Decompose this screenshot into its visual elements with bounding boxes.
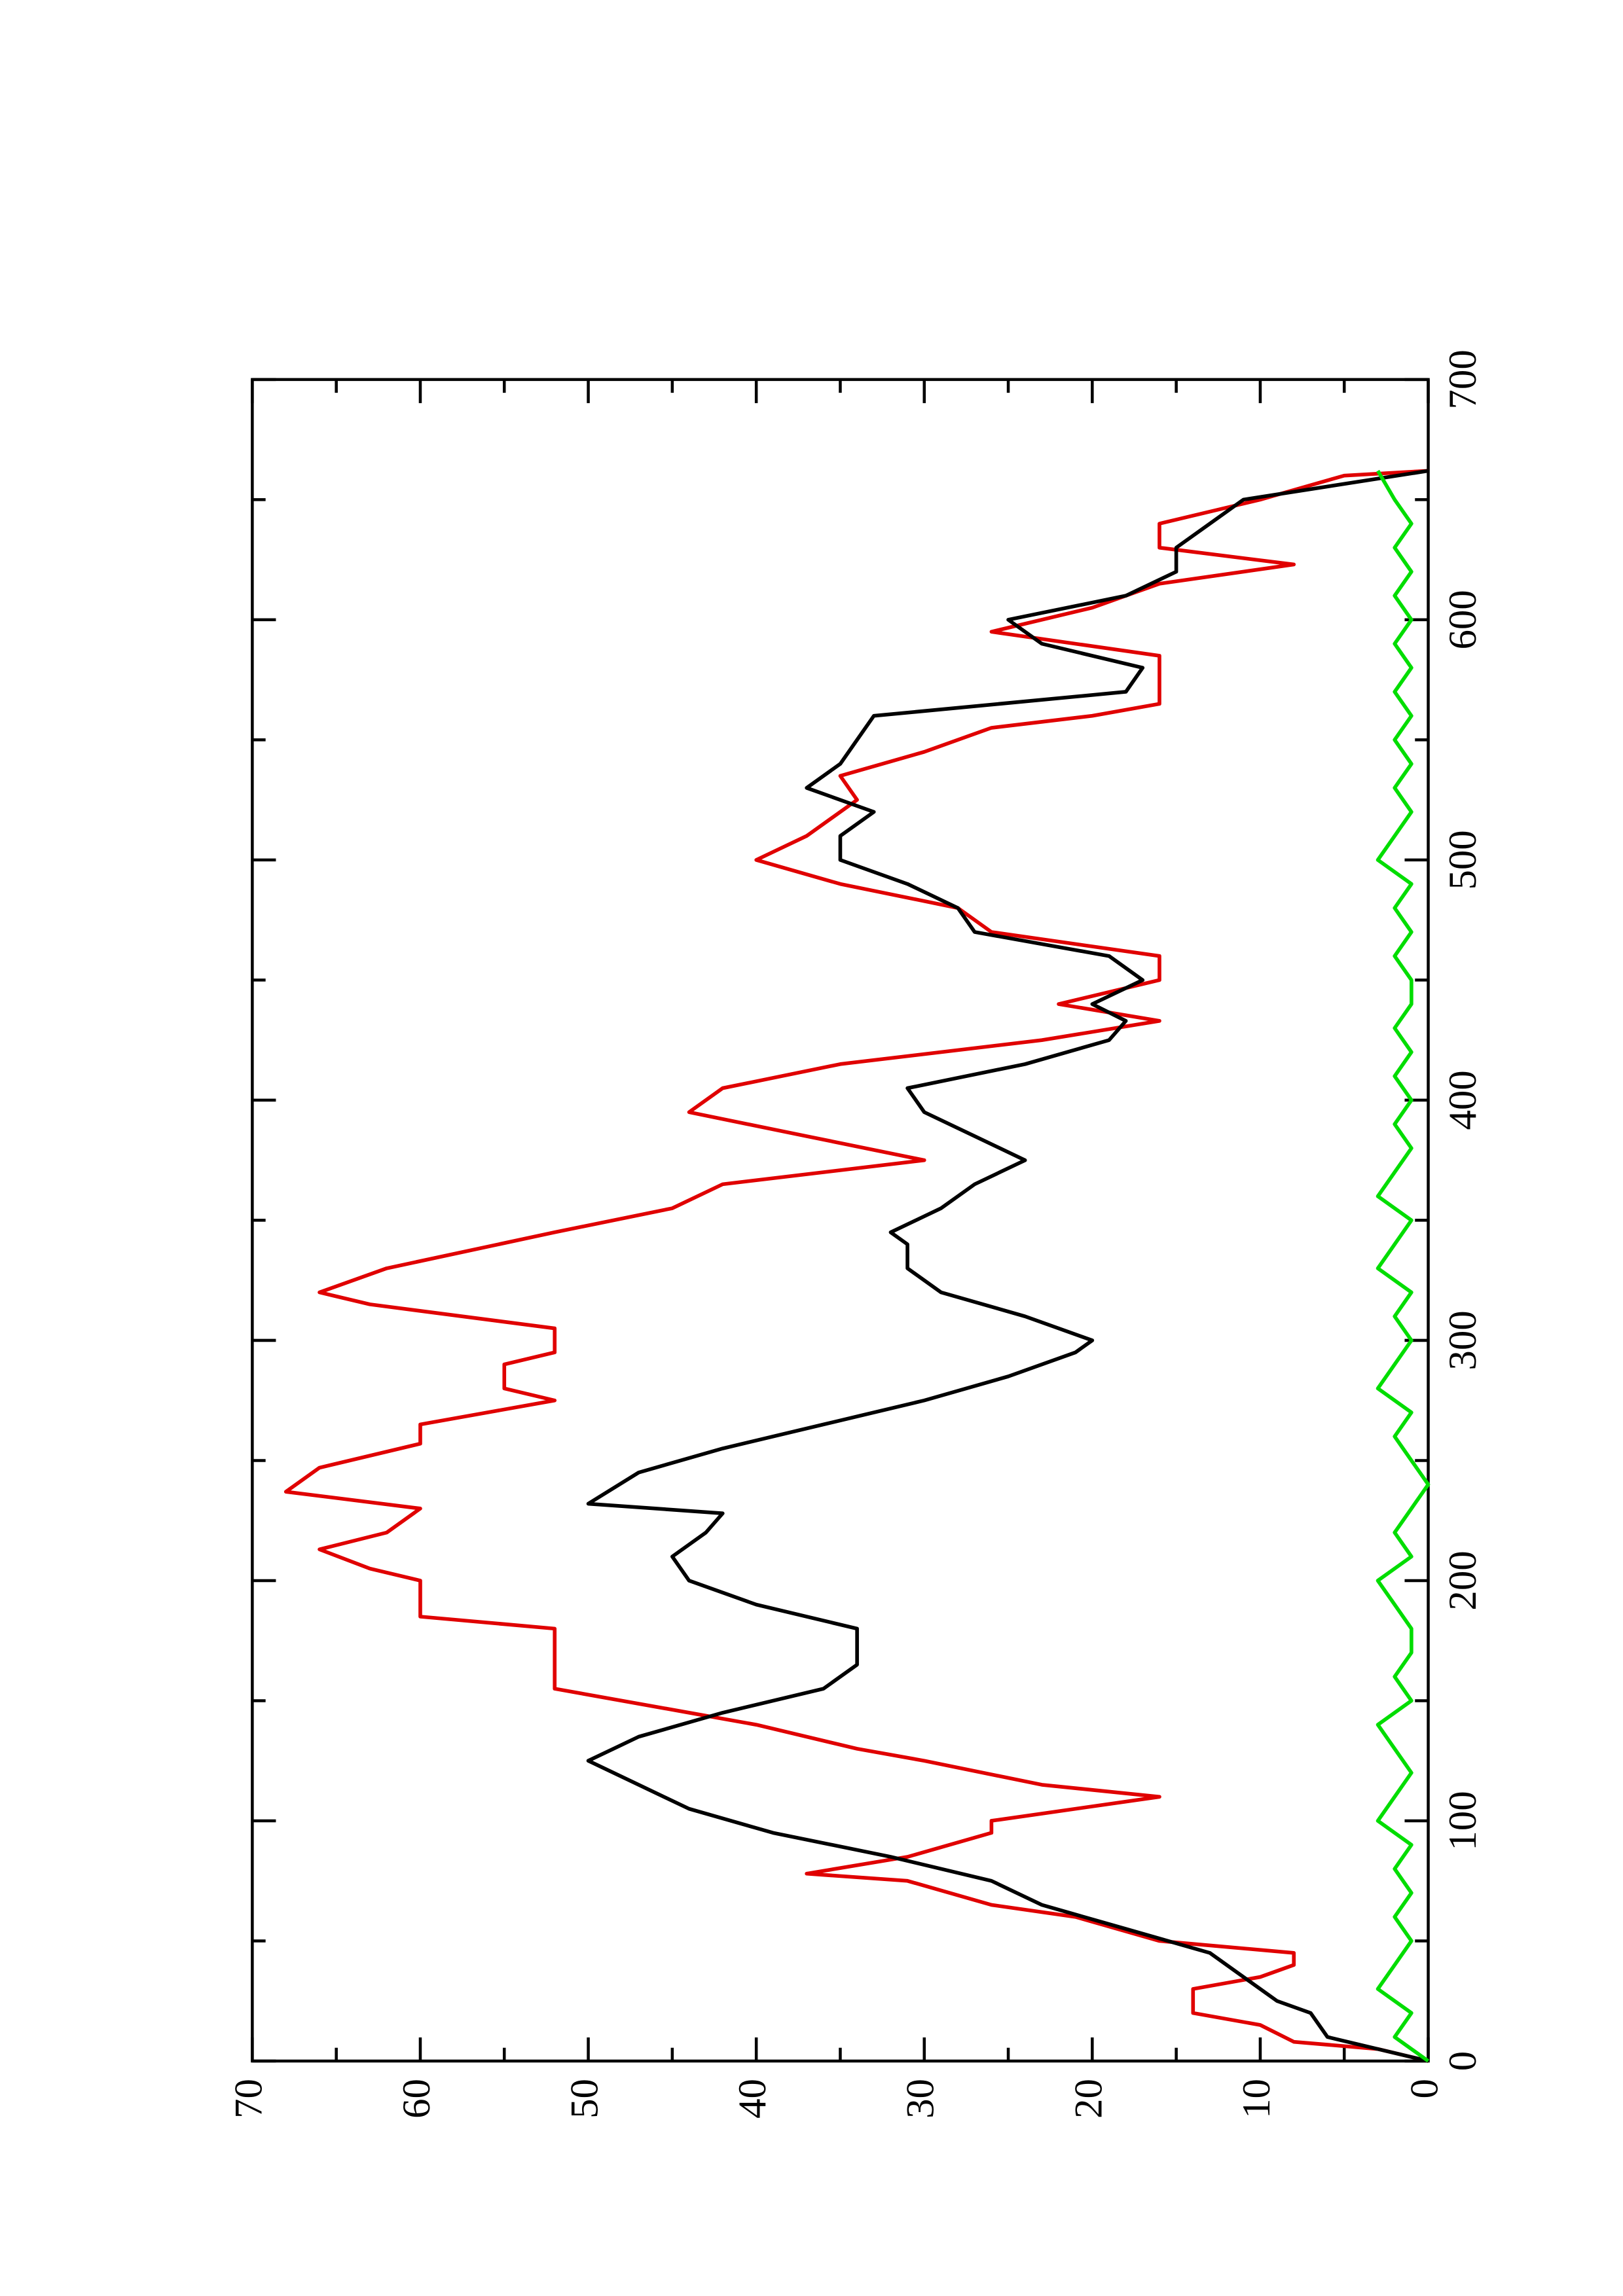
y-tick-label: 0 bbox=[1402, 2079, 1446, 2098]
y-tick-label: 70 bbox=[227, 2079, 270, 2119]
plot-area: 0 100 200 300 400 500 600 700 0 10 20 30 40 50 60 70 bbox=[227, 350, 1485, 2119]
y-tick-label: 40 bbox=[731, 2079, 775, 2119]
plot-frame bbox=[251, 378, 1430, 2063]
x-tick-label: 400 bbox=[1441, 1070, 1485, 1130]
y-tick-label: 60 bbox=[395, 2079, 439, 2119]
series-line bbox=[283, 469, 1429, 2063]
y-tick-label: 50 bbox=[563, 2079, 607, 2119]
y-tick-label: 20 bbox=[1067, 2079, 1110, 2119]
y-tick-label: 10 bbox=[1235, 2079, 1279, 2119]
x-tick-label: 700 bbox=[1441, 350, 1485, 409]
x-tick-label: 600 bbox=[1441, 590, 1485, 649]
x-tick-label: 100 bbox=[1441, 1791, 1485, 1850]
series-line bbox=[1376, 469, 1431, 2063]
x-tick-label: 200 bbox=[1441, 1551, 1485, 1610]
y-tick-label: 30 bbox=[899, 2079, 943, 2119]
x-tick-label: 500 bbox=[1441, 830, 1485, 889]
x-tick-label: 0 bbox=[1441, 2051, 1485, 2071]
x-tick-label: 300 bbox=[1441, 1310, 1485, 1370]
series-line bbox=[586, 469, 1429, 2063]
